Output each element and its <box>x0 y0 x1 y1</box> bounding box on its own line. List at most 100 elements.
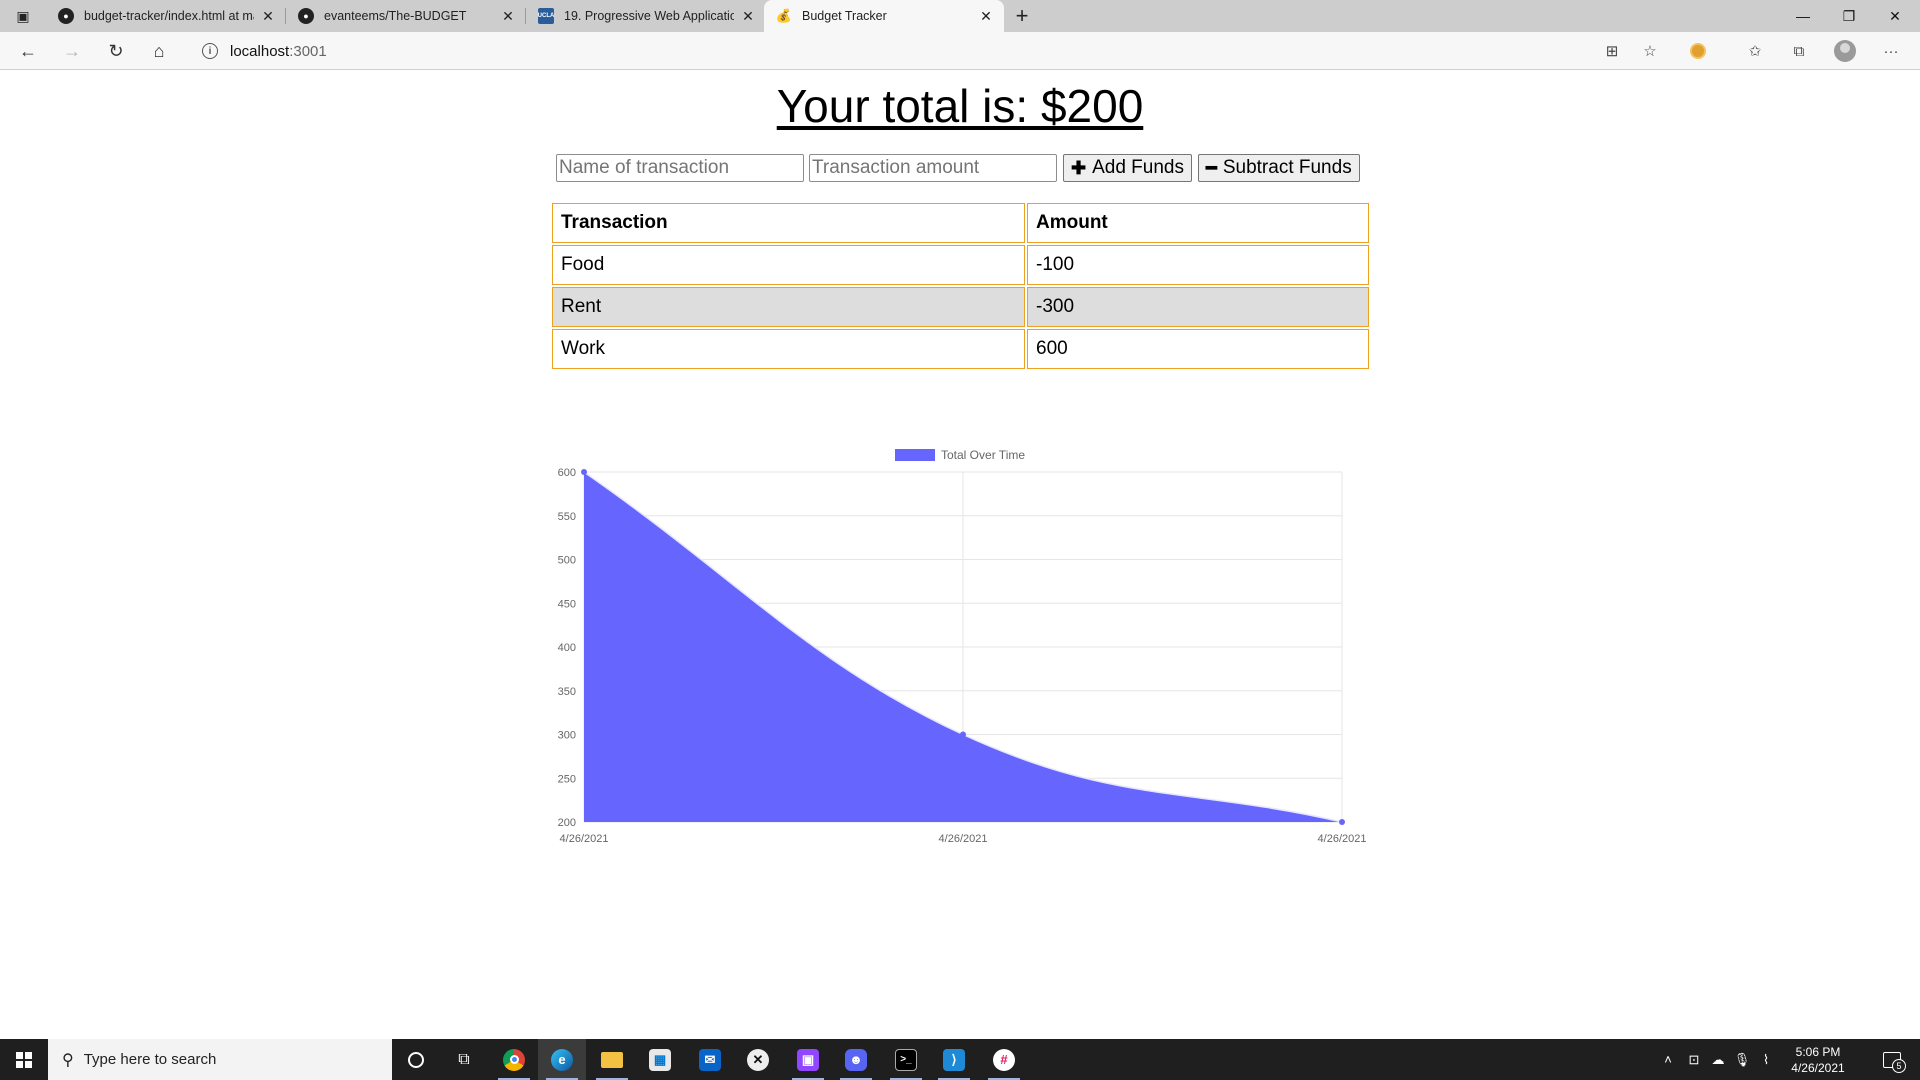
y-tick-label: 450 <box>558 598 576 610</box>
store-icon[interactable]: ▦ <box>636 1039 684 1080</box>
chrome-icon[interactable] <box>490 1039 538 1080</box>
github-icon: ● <box>298 8 314 24</box>
table-header-row: Transaction Amount <box>552 203 1369 243</box>
x-tick-label: 4/26/2021 <box>939 833 988 845</box>
microphone-icon[interactable]: 🎙 <box>1733 1051 1751 1067</box>
table-row: Work 600 <box>552 329 1369 369</box>
tab-title: budget-tracker/index.html at ma <box>84 9 254 23</box>
refresh-icon[interactable]: ↻ <box>108 40 124 61</box>
tab-budget-tracker[interactable]: 💰 Budget Tracker ✕ <box>764 0 1004 32</box>
transaction-amount-input[interactable] <box>809 154 1057 182</box>
legend-swatch <box>895 449 935 461</box>
collections-icon[interactable]: ⧉ <box>1793 42 1805 60</box>
xbox-icon[interactable]: ✕ <box>734 1039 782 1080</box>
address-port: :3001 <box>289 42 327 60</box>
github-icon: ● <box>58 8 74 24</box>
more-options-icon[interactable]: ··· <box>1883 42 1899 60</box>
tab-the-budget-repo[interactable]: ● evanteems/The-BUDGET ✕ <box>286 0 526 32</box>
show-hidden-icons-icon[interactable]: ˄ <box>1664 1052 1672 1067</box>
transactions-table: Transaction Amount Food -100 Rent -300 W… <box>550 201 1371 371</box>
vscode-icon[interactable]: ⟩ <box>930 1039 978 1080</box>
wifi-icon[interactable]: ⌇ <box>1762 1051 1770 1067</box>
home-icon[interactable]: ⌂ <box>153 40 165 61</box>
y-tick-label: 550 <box>558 511 576 523</box>
twitch-icon[interactable]: ▣ <box>784 1039 832 1080</box>
add-funds-button[interactable]: ✚ Add Funds <box>1063 154 1192 182</box>
tab-title: evanteems/The-BUDGET <box>324 9 467 23</box>
file-explorer-icon[interactable] <box>588 1039 636 1080</box>
close-tab-icon[interactable]: ✕ <box>980 7 992 24</box>
y-tick-label: 350 <box>558 686 576 698</box>
tab-separator <box>285 8 286 24</box>
minimize-icon[interactable]: — <box>1796 8 1810 24</box>
column-header-transaction: Transaction <box>552 203 1025 243</box>
tab-budget-tracker-github[interactable]: ● budget-tracker/index.html at ma ✕ <box>46 0 286 32</box>
tab-title: Budget Tracker <box>802 9 887 23</box>
series-area-total-over-time <box>584 472 1342 822</box>
minus-icon: ━ <box>1206 157 1217 178</box>
onedrive-icon[interactable]: ☁ <box>1711 1051 1725 1067</box>
tab-pwa-lesson[interactable]: UCLA 19. Progressive Web Application ✕ <box>526 0 766 32</box>
transaction-name-cell: Rent <box>552 287 1025 327</box>
profile-avatar[interactable] <box>1829 35 1861 67</box>
back-icon[interactable]: ← <box>19 40 37 61</box>
y-tick-label: 500 <box>558 555 576 567</box>
transaction-amount-cell: -100 <box>1027 245 1369 285</box>
close-tab-icon[interactable]: ✕ <box>742 7 754 24</box>
search-icon: ⚲ <box>62 1051 74 1069</box>
close-tab-icon[interactable]: ✕ <box>262 7 274 24</box>
transaction-name-cell: Work <box>552 329 1025 369</box>
y-tick-label: 250 <box>558 773 576 785</box>
site-info-icon[interactable]: i <box>202 43 218 59</box>
restore-icon[interactable]: ❐ <box>1842 7 1856 24</box>
clock-date: 4/26/2021 <box>1791 1060 1845 1075</box>
terminal-icon[interactable]: >_ <box>882 1039 930 1080</box>
extension-cookie-icon[interactable] <box>1682 35 1714 67</box>
mail-icon[interactable]: ✉ <box>686 1039 734 1080</box>
notification-count-badge: 5 <box>1892 1058 1906 1073</box>
column-header-amount: Amount <box>1027 203 1369 243</box>
tab-actions-icon[interactable]: ▣ <box>16 7 30 24</box>
data-point <box>960 731 966 738</box>
close-tab-icon[interactable]: ✕ <box>502 7 514 24</box>
forward-icon[interactable]: → <box>63 40 81 61</box>
device-icon[interactable]: ⊡ <box>1688 1051 1700 1067</box>
transaction-name-cell: Food <box>552 245 1025 285</box>
close-window-icon[interactable]: ✕ <box>1889 7 1901 24</box>
budget-tracker-page: Your total is: $200 ✚ Add Funds ━ Subtra… <box>0 71 1920 1039</box>
legend-label: Total Over Time <box>941 448 1025 462</box>
total-heading: Your total is: $200 <box>776 80 1144 132</box>
discord-icon[interactable]: ☻ <box>832 1039 880 1080</box>
notification-center-button[interactable]: 5 <box>1872 1039 1912 1080</box>
notification-icon: 5 <box>1883 1051 1906 1073</box>
taskbar-clock[interactable]: 5:06 PM 4/26/2021 <box>1782 1039 1854 1080</box>
x-tick-label: 4/26/2021 <box>560 833 609 845</box>
favorites-icon[interactable]: ✩ <box>1748 43 1762 60</box>
table-row: Food -100 <box>552 245 1369 285</box>
task-view-icon[interactable]: ⧉ <box>458 1050 470 1068</box>
start-button[interactable] <box>0 1039 48 1080</box>
windows-logo-icon <box>16 1051 32 1068</box>
y-tick-label: 200 <box>558 817 576 829</box>
add-favorite-icon[interactable]: ☆ <box>1643 43 1657 60</box>
transaction-name-input[interactable] <box>556 154 804 182</box>
subtract-funds-label: Subtract Funds <box>1222 157 1352 178</box>
ucla-icon: UCLA <box>538 8 554 24</box>
slack-icon[interactable]: # <box>980 1039 1028 1080</box>
new-tab-button[interactable]: + <box>1015 3 1029 28</box>
tab-title: 19. Progressive Web Application <box>564 9 734 23</box>
y-tick-label: 600 <box>558 467 576 479</box>
edge-icon[interactable]: e <box>538 1039 586 1080</box>
app-available-icon[interactable]: ⊞ <box>1605 43 1619 60</box>
x-tick-label: 4/26/2021 <box>1318 833 1367 845</box>
address-host: localhost <box>230 42 290 60</box>
subtract-funds-button[interactable]: ━ Subtract Funds <box>1198 154 1360 182</box>
transaction-amount-cell: 600 <box>1027 329 1369 369</box>
y-tick-label: 400 <box>558 642 576 654</box>
table-row: Rent -300 <box>552 287 1369 327</box>
add-funds-label: Add Funds <box>1092 157 1184 178</box>
tab-separator <box>525 8 526 24</box>
taskbar-search-box[interactable]: ⚲ Type here to search <box>48 1039 392 1080</box>
address-bar[interactable]: i localhost:3001 <box>188 35 1628 67</box>
cortana-icon[interactable] <box>392 1039 440 1080</box>
